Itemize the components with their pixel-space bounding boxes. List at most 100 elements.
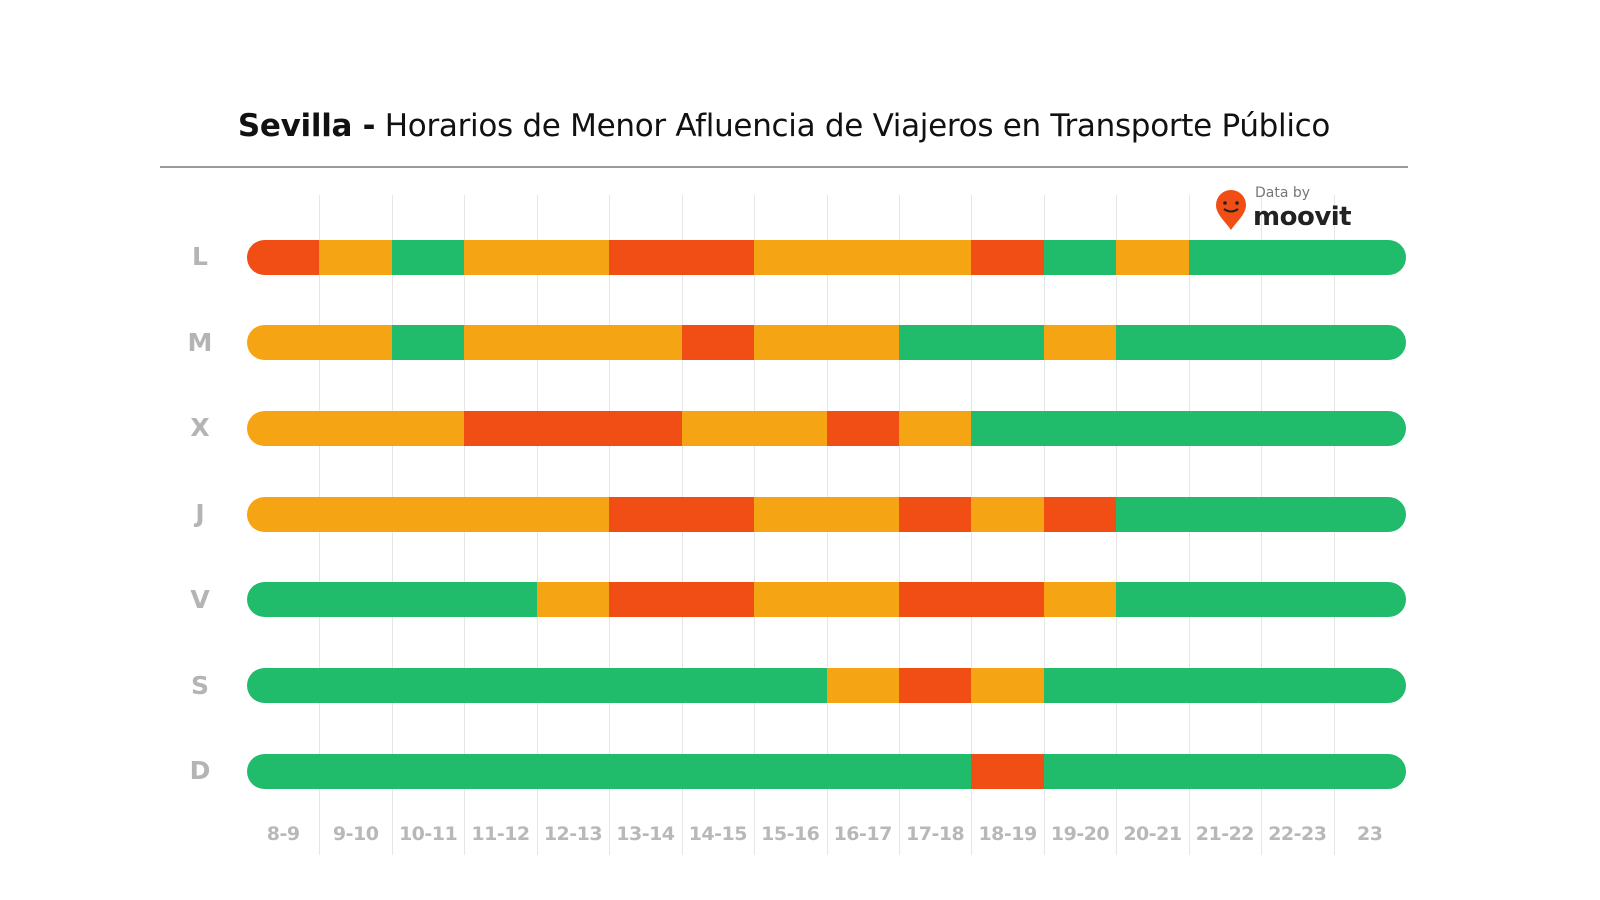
hour-segment <box>1333 753 1406 789</box>
hour-segment <box>247 325 320 361</box>
hour-segment <box>609 668 682 703</box>
hour-segment <box>609 239 682 275</box>
day-bar-D <box>247 753 1406 789</box>
hour-segment <box>247 410 320 446</box>
hour-segment <box>898 582 972 618</box>
hour-segment <box>1261 496 1334 532</box>
hour-segment <box>536 496 610 532</box>
hour-segment <box>1116 582 1189 618</box>
hour-segment <box>971 410 1044 446</box>
hour-segment <box>1043 582 1117 618</box>
hour-segment <box>391 325 465 361</box>
hour-segment <box>826 668 899 703</box>
hour-segment <box>754 668 827 703</box>
x-tick-label: 12-13 <box>543 823 603 845</box>
hour-segment <box>609 496 682 532</box>
hour-segment <box>971 496 1044 532</box>
hour-segment <box>754 410 827 446</box>
hour-segment <box>898 325 972 361</box>
hour-segment <box>464 582 537 618</box>
hour-segment <box>1116 753 1189 789</box>
hour-segment <box>391 410 465 446</box>
hour-segment <box>1188 239 1262 275</box>
hour-segment <box>681 496 755 532</box>
hour-segment <box>681 668 755 703</box>
hour-segment <box>898 496 972 532</box>
hour-segment <box>1333 582 1406 618</box>
day-label: D <box>189 756 211 786</box>
logo-data-by: Data by <box>1255 185 1311 201</box>
hour-segment <box>898 753 972 789</box>
hour-segment <box>1116 668 1189 703</box>
x-tick-label: 14-15 <box>688 823 748 845</box>
hour-segment <box>971 582 1044 618</box>
title-city: Sevilla - <box>237 108 376 144</box>
hour-segment <box>1043 668 1117 703</box>
hour-segment <box>247 582 320 618</box>
hour-segment <box>464 410 537 446</box>
hour-segment <box>971 668 1044 703</box>
hour-segment <box>1043 239 1117 275</box>
hour-segment <box>898 410 972 446</box>
hour-segment <box>1188 496 1262 532</box>
hour-segment <box>1261 668 1334 703</box>
day-label: J <box>195 499 205 529</box>
hour-segment <box>1261 410 1334 446</box>
hour-segment <box>464 239 537 275</box>
moovit-pin-icon <box>1216 190 1246 230</box>
hour-segment <box>898 239 972 275</box>
title-divider <box>160 166 1408 168</box>
hour-segment <box>391 582 465 618</box>
hour-segment <box>681 753 755 789</box>
hour-segment <box>536 239 610 275</box>
hour-segment <box>391 496 465 532</box>
hour-segment <box>536 668 610 703</box>
hour-segment <box>1261 582 1334 618</box>
hour-segment <box>464 753 537 789</box>
hour-segment <box>319 753 392 789</box>
hour-segment <box>319 668 392 703</box>
x-tick-label: 10-11 <box>398 823 458 845</box>
hour-segment <box>1043 753 1117 789</box>
hour-segment <box>1333 325 1406 361</box>
x-tick-label: 16-17 <box>833 823 893 845</box>
hour-segment <box>609 325 682 361</box>
x-tick-label: 21-22 <box>1195 823 1255 845</box>
hour-segment <box>1333 239 1406 275</box>
hour-segment <box>247 496 320 532</box>
hour-segment <box>1116 410 1189 446</box>
day-label: M <box>187 327 213 357</box>
day-label: V <box>190 584 210 614</box>
x-tick-label: 9-10 <box>332 823 379 845</box>
day-label: X <box>190 413 210 443</box>
x-tick-label: 23 <box>1357 823 1383 845</box>
hour-segment <box>1333 410 1406 446</box>
hour-segment <box>1188 582 1262 618</box>
hour-segment <box>1043 410 1117 446</box>
hour-segment <box>971 239 1044 275</box>
hour-segment <box>1261 753 1334 789</box>
x-tick-label: 22-23 <box>1268 823 1327 845</box>
x-tick-label: 8-9 <box>266 823 300 845</box>
hour-segment <box>754 239 827 275</box>
day-label: S <box>190 670 209 700</box>
x-tick-label: 17-18 <box>906 823 965 845</box>
moovit-logo: Data by moovit <box>1214 186 1364 236</box>
hour-segment <box>1188 668 1262 703</box>
x-tick-label: 19-20 <box>1050 823 1110 845</box>
chart-title: Sevilla - Horarios de Menor Afluencia de… <box>0 108 1568 144</box>
day-bar-J <box>247 496 1406 532</box>
day-bar-S <box>247 668 1406 703</box>
hour-segment <box>1043 325 1117 361</box>
hour-segment <box>826 325 899 361</box>
hour-segment <box>1116 496 1189 532</box>
hour-segment <box>826 582 899 618</box>
hour-segment <box>319 239 392 275</box>
hour-segment <box>319 582 392 618</box>
hour-segment <box>247 239 320 275</box>
hour-segment <box>681 582 755 618</box>
hour-segment <box>247 668 320 703</box>
hour-segment <box>319 325 392 361</box>
hour-segment <box>754 496 827 532</box>
hour-segment <box>826 239 899 275</box>
